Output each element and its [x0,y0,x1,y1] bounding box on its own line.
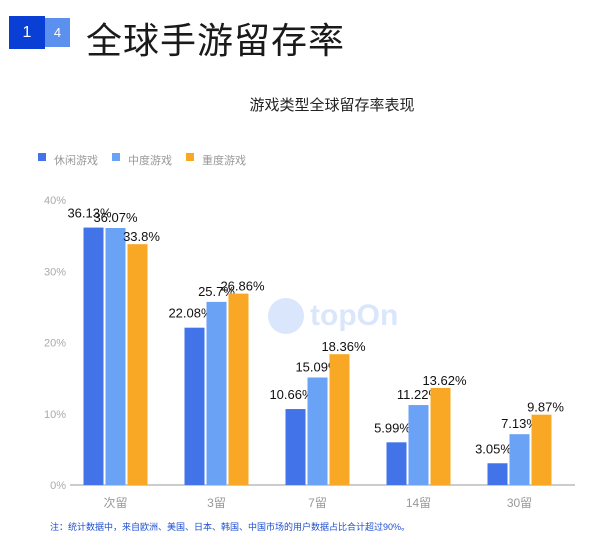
data-label: 11.22% [397,387,441,402]
data-label: 3.05% [475,441,512,456]
bar [487,463,508,485]
legend-item-midcore: 中度游戏 [112,152,172,168]
legend-label: 中度游戏 [128,155,172,167]
bar [228,293,249,485]
y-tick-label: 30% [44,266,66,278]
logo-icon [268,298,304,334]
chart-legend: 休闲游戏 中度游戏 重度游戏 [38,152,246,168]
data-label: 10.66% [269,387,314,402]
bar [105,228,126,485]
data-label: 22.08% [168,306,213,321]
legend-swatch [112,153,120,161]
legend-swatch [186,153,194,161]
bar [307,377,328,485]
data-label: 25.7% [198,284,235,299]
legend-item-casual: 休闲游戏 [38,152,98,168]
x-tick-label: 3留 [207,496,226,510]
data-label: 7.13% [501,416,538,431]
x-tick-label: 14留 [406,496,431,510]
page-title: 全球手游留存率 [86,21,346,62]
bar [531,414,552,485]
data-label: 36.13% [67,206,112,221]
chart-title: 游戏类型全球留存率表现 [249,97,415,114]
legend-label: 重度游戏 [202,155,246,167]
data-label: 18.36% [321,339,366,354]
x-tick-label: 次留 [103,496,127,510]
x-tick-label: 30留 [507,496,532,510]
legend-item-hardcore: 重度游戏 [186,152,246,168]
bar [127,244,148,485]
data-label: 13.62% [422,373,467,388]
bar [285,409,306,485]
legend-label: 休闲游戏 [54,155,98,167]
bar [329,354,350,485]
footnote: 注：统计数据中，来自欧洲、美国、日本、韩国、中国市场的用户数据占比合计超过90%… [50,522,411,532]
y-tick-label: 10% [44,409,66,421]
bar [206,301,227,485]
data-label: 9.87% [527,400,564,415]
y-tick-label: 40% [44,195,66,207]
section-number-badge: 1 [9,16,45,49]
bar [408,405,429,485]
page-number-badge: 4 [45,18,70,47]
bar [430,387,451,485]
y-tick-label: 20% [44,338,66,350]
bar [386,442,407,485]
bar [83,227,104,486]
topon-watermark-logo: topOn [268,298,398,334]
data-label: 15.09% [295,359,340,374]
data-label: 26.86% [220,279,265,294]
data-label: 33.8% [123,229,160,244]
bar [184,327,205,485]
data-label: 5.99% [374,420,411,435]
x-tick-label: 7留 [308,496,327,510]
data-label: 36.07% [93,210,138,225]
legend-swatch [38,153,46,161]
y-tick-label: 0% [50,480,66,492]
bar [509,434,530,485]
